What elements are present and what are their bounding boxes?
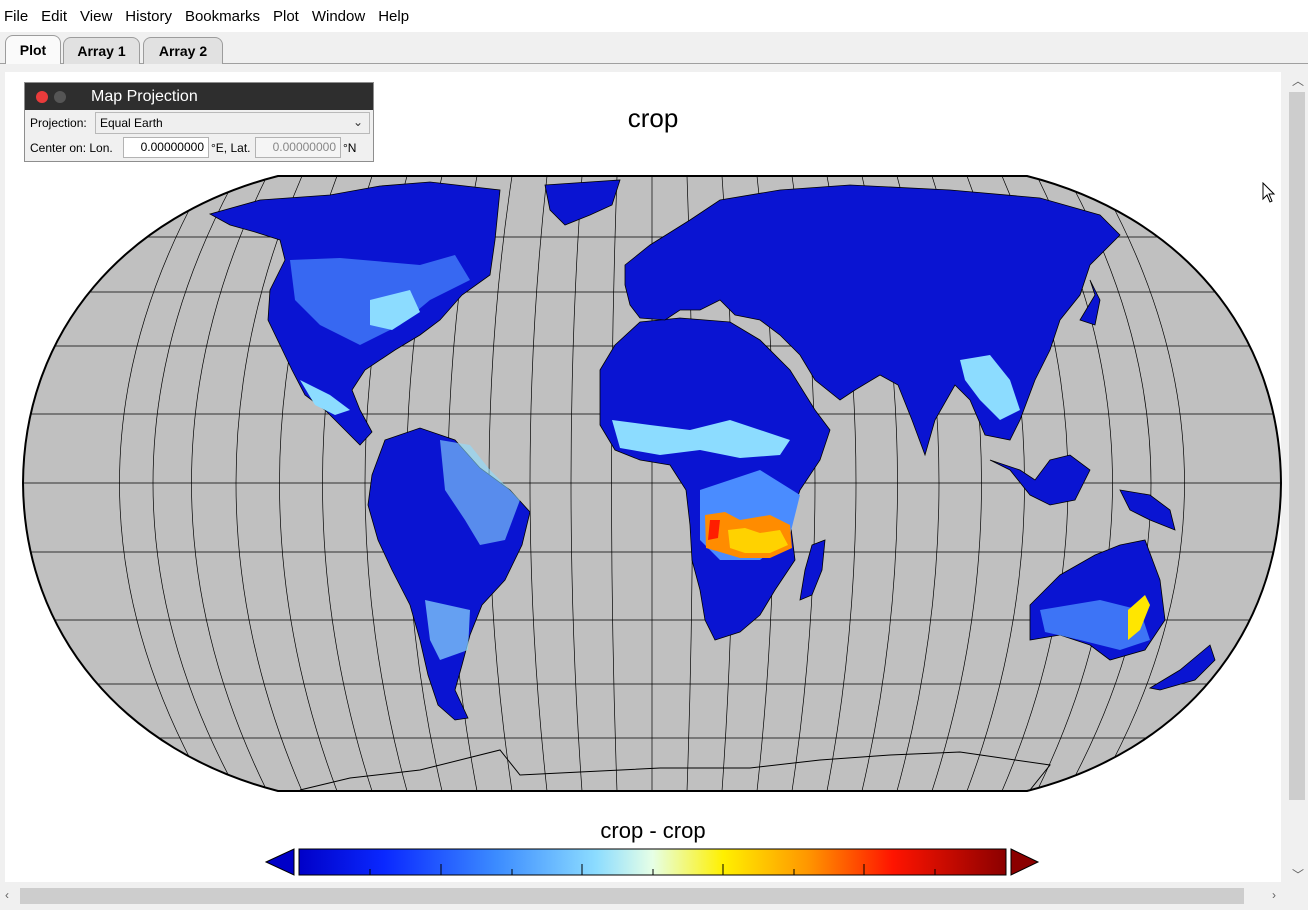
panel-titlebar[interactable]: Map Projection — [25, 83, 373, 110]
projection-value: Equal Earth — [100, 116, 163, 130]
antarctica-coastline — [299, 749, 1051, 791]
mouse-cursor-icon — [1262, 182, 1276, 203]
scroll-left-icon[interactable]: ‹ — [5, 888, 9, 902]
menu-file[interactable]: File — [4, 7, 29, 25]
crop-highlights — [290, 255, 1150, 660]
japan — [1079, 279, 1101, 326]
scroll-down-icon[interactable]: ﹀ — [1292, 868, 1305, 882]
scroll-right-icon[interactable]: › — [1272, 888, 1276, 902]
minimize-icon[interactable] — [54, 91, 66, 103]
lon-unit-label: °E, Lat. — [211, 141, 251, 155]
menu-help[interactable]: Help — [378, 7, 410, 25]
menu-window[interactable]: Window — [311, 7, 366, 25]
map-projection-panel: Map Projection Projection: Equal Earth ⌄… — [24, 82, 374, 162]
colorbar-title: crop - crop — [600, 818, 706, 843]
chevron-down-icon: ⌄ — [352, 115, 363, 129]
plot-title: crop — [627, 103, 679, 133]
tab-plot[interactable]: Plot — [5, 35, 61, 64]
lat-unit-label: °N — [343, 141, 357, 155]
tab-divider — [0, 63, 1308, 64]
greenland — [544, 179, 621, 226]
lat-field[interactable]: 0.00000000 — [255, 137, 341, 158]
menu-bar: File Edit View History Bookmarks Plot Wi… — [0, 0, 1308, 33]
menu-view[interactable]: View — [80, 7, 113, 25]
madagascar — [799, 539, 826, 601]
center-on-label: Center on: Lon. — [30, 141, 113, 155]
menu-plot[interactable]: Plot — [272, 7, 299, 25]
vertical-scroll-thumb[interactable] — [1289, 92, 1305, 800]
horizontal-scroll-thumb[interactable] — [20, 888, 1244, 904]
menu-bookmarks[interactable]: Bookmarks — [184, 7, 260, 25]
lon-field[interactable]: 0.00000000 — [123, 137, 209, 158]
africa — [599, 317, 831, 641]
colorbar-max-arrow — [1010, 848, 1040, 876]
colorbar-ticks — [369, 864, 936, 875]
colorbar — [264, 848, 1040, 876]
projection-select[interactable]: Equal Earth ⌄ — [95, 112, 370, 134]
tab-array-2[interactable]: Array 2 — [143, 37, 223, 64]
new-guinea — [1119, 489, 1176, 531]
tab-array-1[interactable]: Array 1 — [63, 37, 140, 64]
southeast-asia-islands — [989, 454, 1091, 506]
projection-label: Projection: — [30, 116, 87, 130]
colorbar-min-arrow — [264, 848, 295, 876]
scroll-up-icon[interactable]: ︿ — [1292, 74, 1305, 88]
new-zealand — [1148, 644, 1216, 691]
menu-edit[interactable]: Edit — [41, 7, 68, 25]
close-icon[interactable] — [36, 91, 48, 103]
menu-history[interactable]: History — [125, 7, 172, 25]
panel-title: Map Projection — [91, 88, 198, 105]
